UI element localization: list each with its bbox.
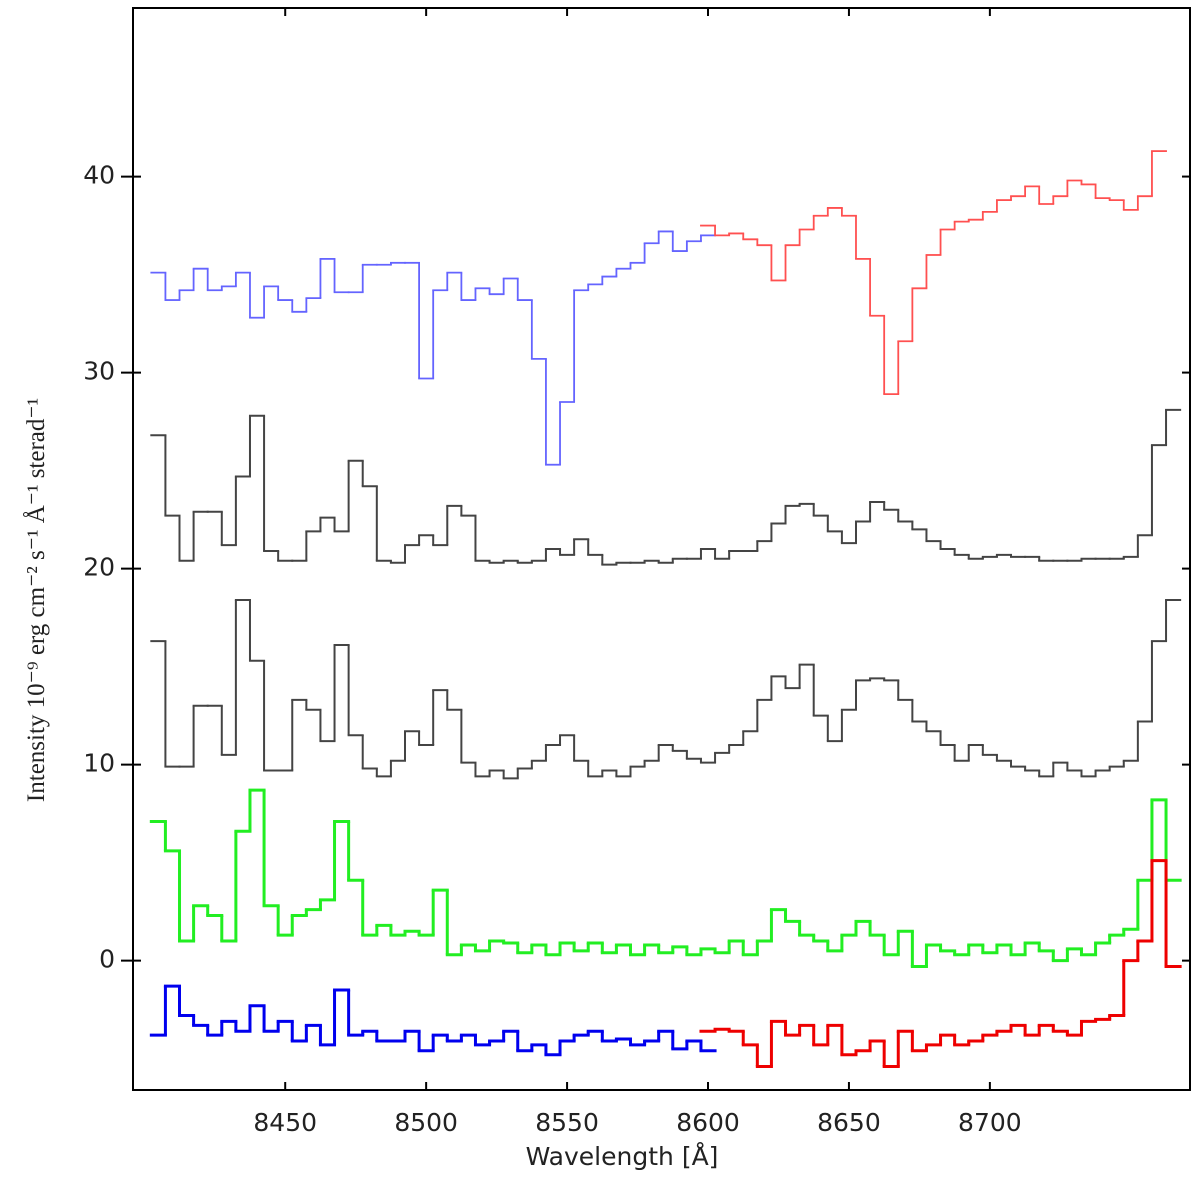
y-tick-label: 0 [99, 945, 115, 974]
x-axis-label: Wavelength [Å] [526, 1142, 719, 1171]
x-tick-label: 8550 [535, 1108, 599, 1137]
x-tick-label: 8700 [958, 1108, 1022, 1137]
y-tick-label: 20 [83, 553, 115, 582]
x-tick-label: 8500 [394, 1108, 458, 1137]
plot-frame [132, 7, 1191, 1091]
x-tick-label: 8600 [676, 1108, 740, 1137]
x-tick-label: 8650 [817, 1108, 881, 1137]
y-tick-label: 30 [83, 357, 115, 386]
x-tick-label: 8450 [253, 1108, 317, 1137]
y-tick-label: 10 [83, 749, 115, 778]
y-tick-label: 40 [83, 161, 115, 190]
y-axis-label: Intensity 10⁻⁹ erg cm⁻² s⁻¹ Å⁻¹ sterad⁻¹ [23, 398, 50, 802]
